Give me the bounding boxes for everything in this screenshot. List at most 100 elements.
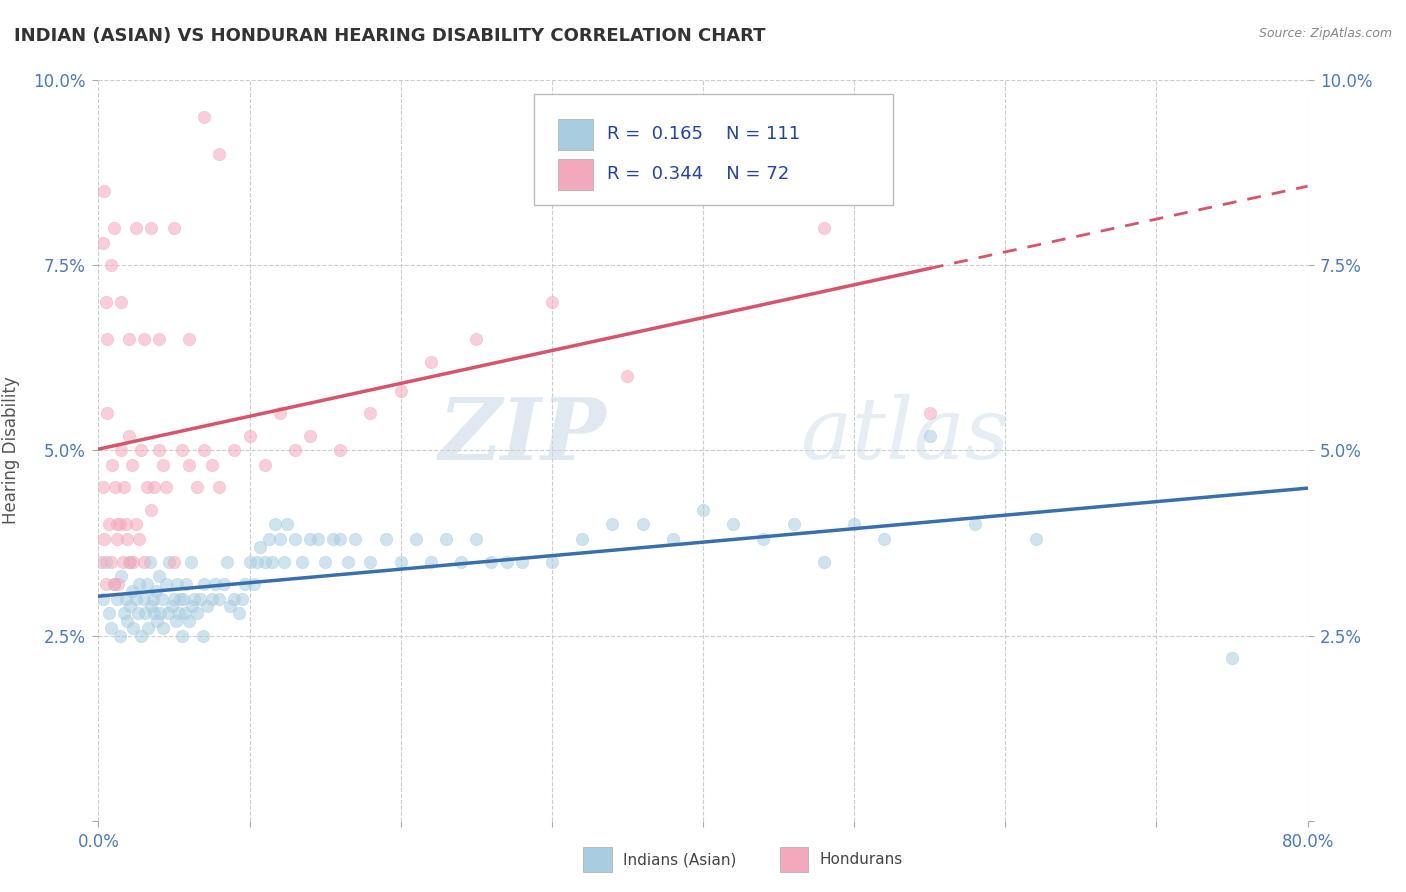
Point — [169, 591, 191, 606]
Point — [602, 517, 624, 532]
Point — [165, 614, 187, 628]
Point — [212, 576, 235, 591]
Point — [1220, 650, 1243, 665]
Point — [284, 533, 307, 547]
Point — [262, 554, 284, 569]
Point — [129, 443, 152, 458]
Point — [193, 110, 215, 124]
Text: Hondurans: Hondurans — [820, 853, 903, 867]
Point — [163, 554, 186, 569]
Point — [105, 517, 128, 532]
Point — [360, 554, 382, 569]
Point — [1024, 533, 1046, 547]
Point — [110, 295, 132, 310]
Point — [269, 407, 291, 421]
Point — [253, 458, 276, 473]
Point — [239, 554, 262, 569]
Point — [115, 614, 138, 628]
Point — [159, 554, 181, 569]
Point — [132, 554, 155, 569]
Point — [844, 517, 866, 532]
Point — [752, 533, 775, 547]
Point — [360, 407, 382, 421]
Point — [299, 533, 322, 547]
Point — [540, 295, 562, 310]
Point — [111, 554, 134, 569]
Point — [100, 259, 122, 273]
Point — [163, 221, 186, 235]
Point — [135, 576, 157, 591]
Point — [188, 591, 211, 606]
Point — [228, 607, 250, 621]
Point — [166, 576, 188, 591]
Point — [191, 628, 214, 642]
Point — [631, 517, 654, 532]
Point — [91, 236, 114, 251]
Point — [150, 591, 173, 606]
Point — [122, 621, 145, 635]
Point — [141, 221, 163, 235]
Point — [465, 533, 488, 547]
Point — [224, 591, 246, 606]
Point — [405, 533, 427, 547]
Point — [114, 517, 136, 532]
Point — [118, 332, 141, 346]
Point — [120, 554, 142, 569]
Point — [918, 407, 941, 421]
Point — [173, 607, 195, 621]
Point — [132, 591, 155, 606]
Point — [120, 599, 142, 613]
Point — [142, 591, 165, 606]
Point — [314, 554, 336, 569]
Point — [101, 458, 124, 473]
Point — [208, 591, 231, 606]
Point — [233, 576, 256, 591]
Point — [156, 607, 179, 621]
Point — [246, 554, 269, 569]
Point — [723, 517, 745, 532]
Point — [146, 614, 169, 628]
Text: R =  0.344    N = 72: R = 0.344 N = 72 — [607, 165, 790, 184]
Point — [112, 481, 135, 495]
Point — [134, 607, 156, 621]
Point — [110, 569, 132, 583]
Point — [224, 443, 246, 458]
Point — [108, 517, 131, 532]
Point — [204, 576, 226, 591]
Point — [813, 221, 835, 235]
Point — [239, 428, 262, 442]
Point — [692, 502, 714, 516]
Point — [107, 576, 129, 591]
Point — [276, 517, 298, 532]
Point — [98, 517, 121, 532]
Point — [127, 607, 149, 621]
Point — [299, 428, 322, 442]
Point — [243, 576, 266, 591]
Text: Indians (Asian): Indians (Asian) — [623, 853, 737, 867]
Point — [186, 481, 208, 495]
Point — [100, 621, 122, 635]
Point — [813, 554, 835, 569]
Point — [148, 332, 170, 346]
Point — [122, 554, 145, 569]
Point — [170, 443, 193, 458]
Point — [94, 576, 117, 591]
Point — [215, 554, 238, 569]
Point — [94, 295, 117, 310]
Point — [195, 599, 218, 613]
Text: R =  0.165    N = 111: R = 0.165 N = 111 — [607, 125, 800, 144]
Point — [172, 591, 194, 606]
Point — [128, 533, 150, 547]
Point — [181, 599, 204, 613]
Point — [155, 481, 177, 495]
Point — [155, 576, 177, 591]
Point — [125, 221, 148, 235]
Point — [273, 554, 295, 569]
Point — [170, 628, 193, 642]
Point — [143, 481, 166, 495]
Point — [257, 533, 280, 547]
Point — [322, 533, 344, 547]
Point — [269, 533, 291, 547]
Text: ZIP: ZIP — [439, 394, 606, 477]
Point — [141, 599, 163, 613]
